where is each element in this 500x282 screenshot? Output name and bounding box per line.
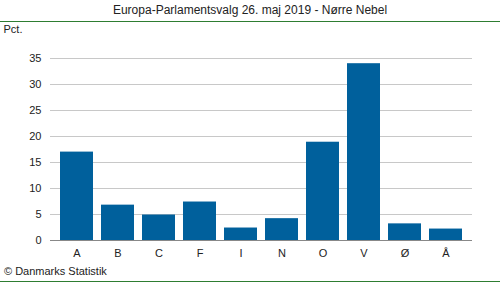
svg-text:V: V	[360, 247, 368, 259]
svg-text:N: N	[278, 247, 286, 259]
svg-text:C: C	[155, 247, 163, 259]
svg-text:I: I	[239, 247, 242, 259]
html-text:© Danmarks Statistik: © Danmarks Statistik	[4, 265, 107, 277]
svg-text:5: 5	[35, 208, 41, 220]
svg-text:0: 0	[35, 234, 41, 246]
svg-text:20: 20	[29, 130, 41, 142]
svg-text:10: 10	[29, 182, 41, 194]
svg-text:Pct.: Pct.	[4, 23, 23, 35]
svg-text:Å: Å	[442, 247, 450, 259]
svg-text:35: 35	[29, 52, 41, 64]
svg-text:F: F	[197, 247, 204, 259]
svg-text:Ø: Ø	[401, 247, 410, 259]
svg-text:30: 30	[29, 78, 41, 90]
svg-text:25: 25	[29, 104, 41, 116]
svg-text:B: B	[114, 247, 121, 259]
svg-text:15: 15	[29, 156, 41, 168]
html-text:Europa-Parlamentsvalg 26. maj: Europa-Parlamentsvalg 26. maj 2019 - Nør…	[112, 3, 388, 17]
svg-text:O: O	[319, 247, 328, 259]
svg-text:A: A	[73, 247, 81, 259]
